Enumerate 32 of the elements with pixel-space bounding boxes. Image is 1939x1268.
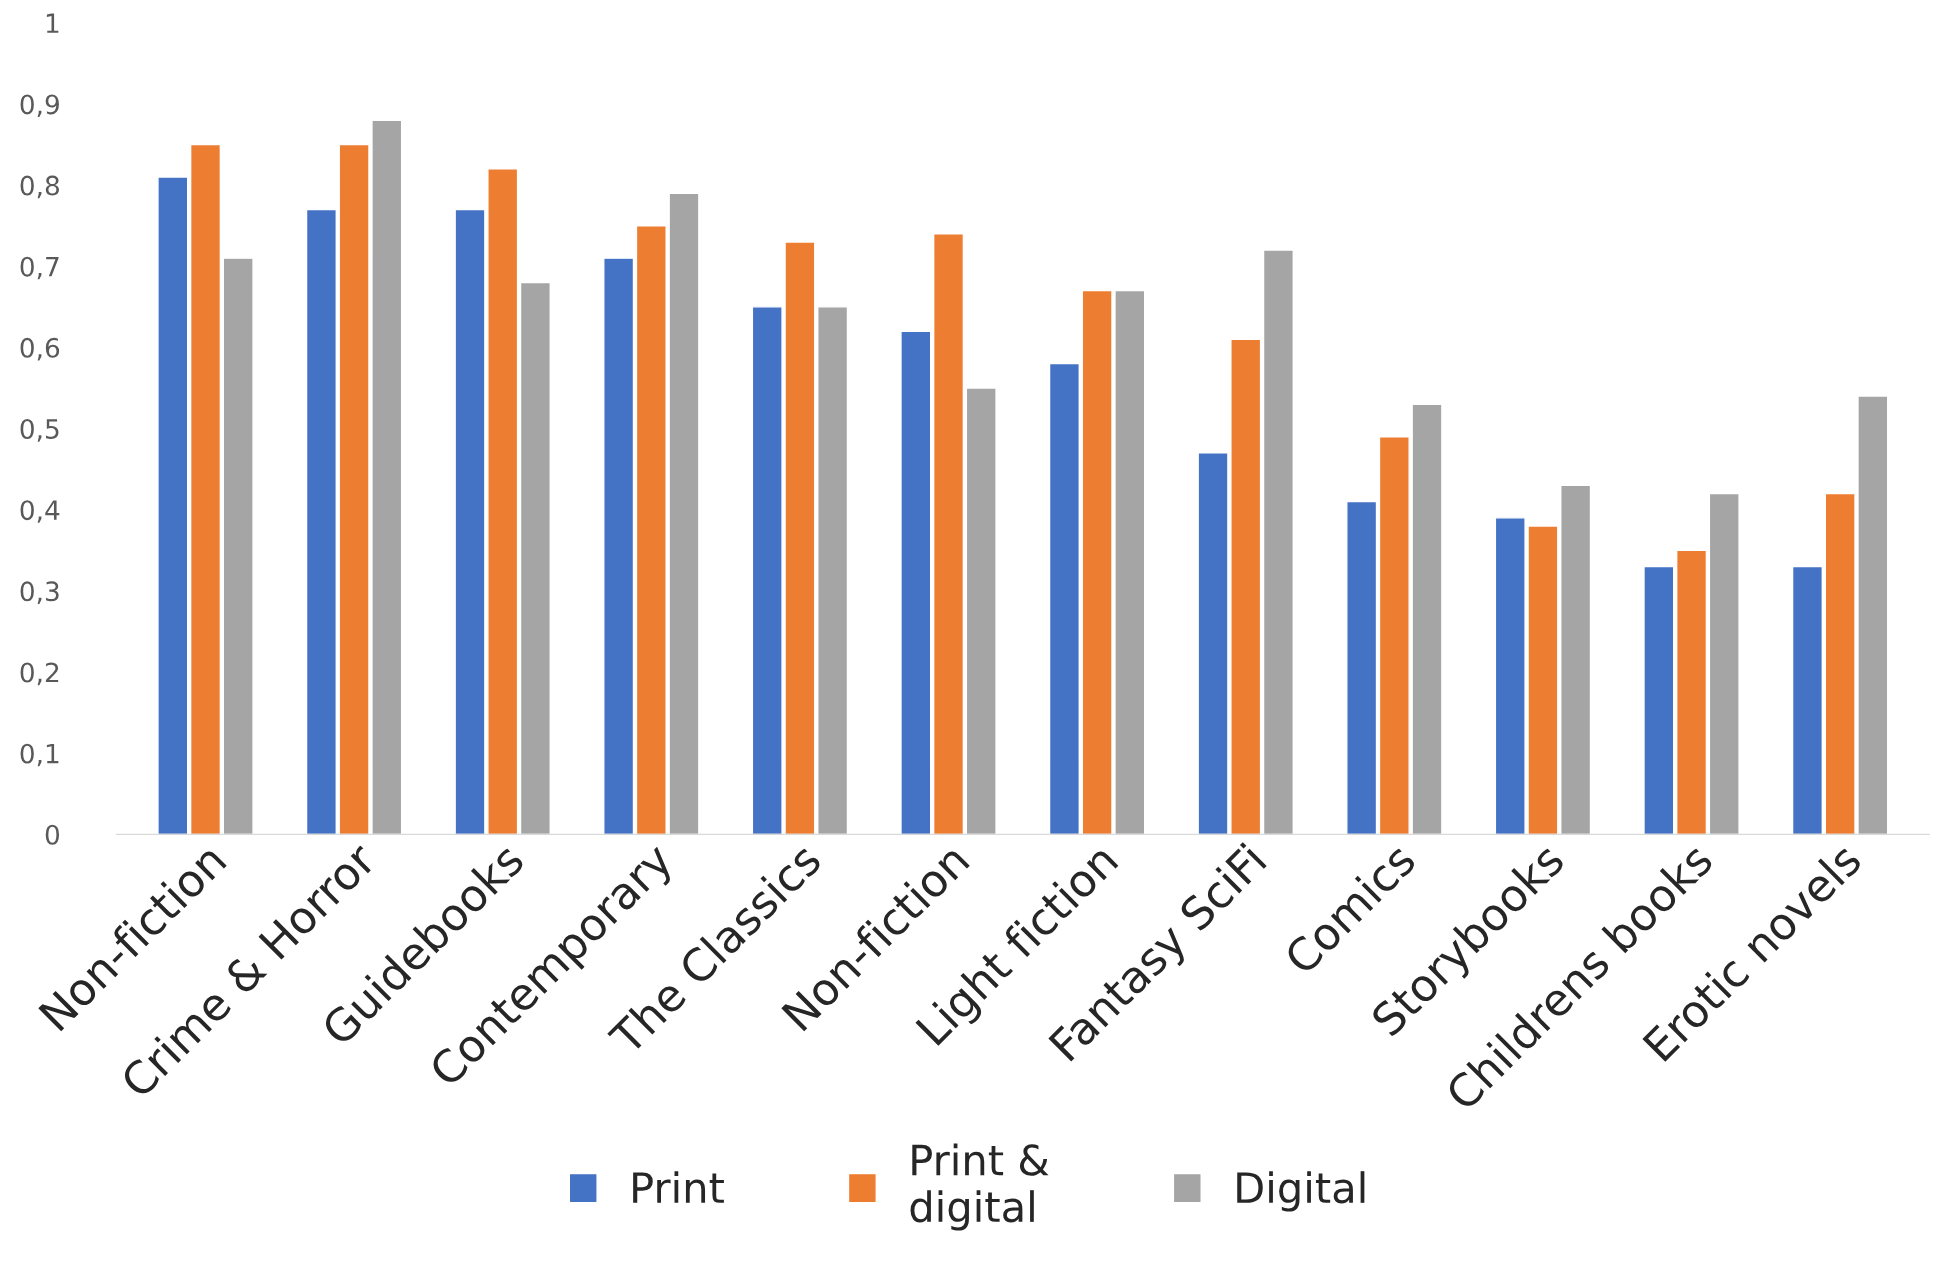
bar bbox=[1048, 362, 1080, 835]
y-tick-label: 0,8 bbox=[20, 175, 59, 199]
bar bbox=[157, 176, 189, 835]
bar bbox=[1643, 565, 1675, 835]
y-tick-label: 0,1 bbox=[20, 743, 59, 767]
bar bbox=[1708, 492, 1740, 835]
y-tick-label: 0,6 bbox=[20, 337, 60, 361]
bar bbox=[1262, 249, 1294, 835]
y-tick-label: 0,4 bbox=[20, 500, 60, 523]
bar bbox=[519, 281, 551, 835]
y-tick-label: 0,2 bbox=[20, 662, 59, 686]
bar bbox=[189, 143, 222, 835]
bar bbox=[305, 208, 337, 835]
y-tick-label: 0 bbox=[45, 824, 60, 845]
bar bbox=[603, 257, 635, 835]
y-tick-label: 0,7 bbox=[20, 256, 59, 280]
bar bbox=[1560, 484, 1592, 835]
bar bbox=[222, 257, 254, 835]
legend-label: Print & digital bbox=[910, 1143, 1049, 1231]
legend-label: Print bbox=[633, 1171, 724, 1203]
bar bbox=[1346, 500, 1378, 835]
bar bbox=[932, 233, 965, 835]
bar bbox=[965, 387, 997, 835]
bar bbox=[817, 306, 849, 835]
y-tick-label: 1 bbox=[46, 13, 59, 33]
y-tick-label: 0,9 bbox=[20, 94, 59, 118]
bar bbox=[900, 330, 932, 835]
bar bbox=[1791, 565, 1824, 835]
legend-label: Digital bbox=[1237, 1171, 1365, 1212]
y-tick-label: 0,5 bbox=[20, 419, 59, 442]
y-tick-label: 0,3 bbox=[20, 581, 59, 604]
bar bbox=[1675, 549, 1708, 835]
